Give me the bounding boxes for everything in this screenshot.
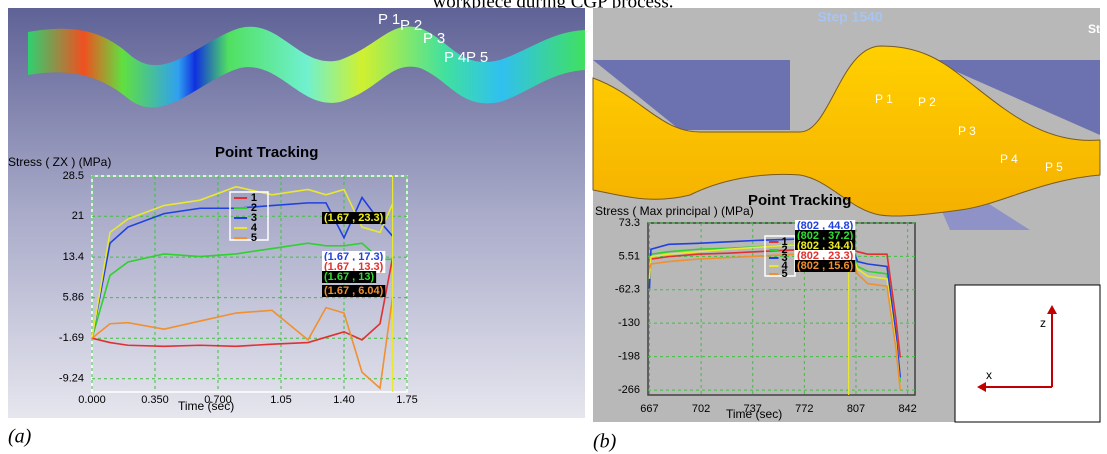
x-tick-label: 702 [692,403,710,415]
y-tick-label: -130 [618,317,640,329]
figure: workpiece during CGP process. P 1 P 2 P … [0,0,1107,454]
point-label: P 4 [444,49,466,66]
axis-inset [955,285,1100,422]
panel-label: (a) [8,426,32,448]
x-tick-label: 772 [795,403,813,415]
point-label: P 5 [1045,160,1063,174]
legend-label: 5 [251,232,257,244]
y-tick-label: -1.69 [59,332,84,344]
point-label: P 2 [400,17,422,34]
annotation: (1.67 , 13) [324,271,374,283]
point-label: P 4 [1000,152,1018,166]
x-tick-label: 667 [640,403,658,415]
point-label: P 1 [378,11,400,28]
x-tick-label: 0.350 [141,394,169,406]
chart-title: Point Tracking [215,144,318,161]
y-tick-label: 13.4 [63,251,84,263]
point-label: P 5 [466,49,488,66]
legend-label: 5 [782,268,788,280]
y-axis-label: Stress ( Max principal ) (MPa) [595,204,754,218]
x-tick-label: 807 [847,403,865,415]
y-tick-label: -266 [618,384,640,396]
axis-name: x [986,368,992,382]
annotation: (1.67 , 23.3) [324,212,384,224]
y-tick-label: 5.86 [63,292,84,304]
y-tick-label: 21 [72,210,84,222]
step-label: Step 1540 [817,9,883,25]
chart-title: Point Tracking [748,192,851,209]
x-tick-label: 1.05 [270,394,291,406]
x-tick-label: 1.40 [333,394,354,406]
annotation: (802 , 15.6) [797,260,854,272]
point-label: P 3 [423,30,445,47]
x-tick-label: 1.75 [396,394,417,406]
y-axis-label: Stress ( ZX ) (MPa) [8,155,111,169]
y-tick-label: -9.24 [59,373,84,385]
y-tick-label: -198 [618,350,640,362]
point-label: P 3 [958,124,976,138]
y-tick-label: 5.51 [619,250,640,262]
y-tick-label: 28.5 [63,170,84,182]
step-label: St [1088,22,1100,36]
point-label: P 1 [875,92,893,106]
annotation: (1.67 , 6.04) [324,285,384,297]
axis-name: z [1040,316,1046,330]
y-tick-label: 73.3 [619,217,640,229]
point-label: P 2 [918,95,936,109]
x-axis-label: Time (sec) [726,407,782,421]
panel-label: (b) [593,431,617,453]
y-tick-label: -62.3 [615,284,640,296]
x-axis-label: Time (sec) [178,399,234,413]
x-tick-label: 0.000 [78,394,106,406]
x-tick-label: 842 [898,403,916,415]
